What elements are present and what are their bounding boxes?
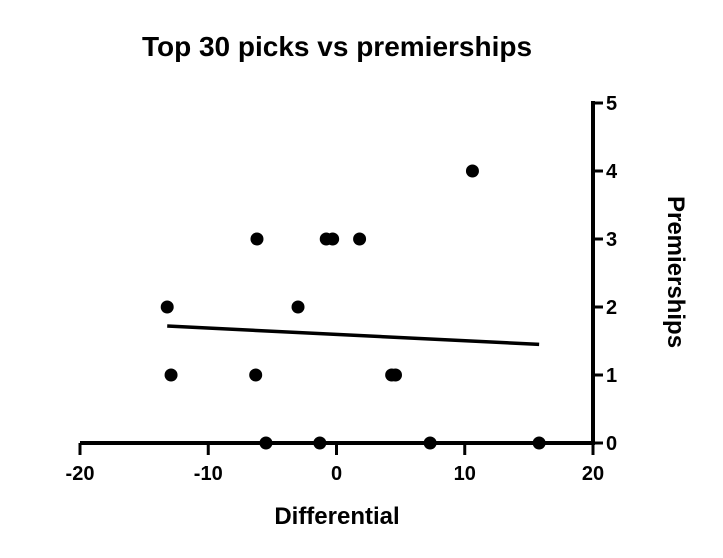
y-tick-label: 2 <box>606 297 617 319</box>
trendline <box>167 324 540 347</box>
data-point <box>423 436 437 450</box>
data-point <box>388 368 402 382</box>
y-tick-label: 0 <box>606 433 617 455</box>
y-tick-label: 4 <box>606 161 618 183</box>
y-tick-label: 3 <box>606 229 617 251</box>
trendline-group <box>167 324 540 347</box>
chart-title: Top 30 picks vs premierships <box>142 31 532 62</box>
x-axis-label: Differential <box>274 503 399 530</box>
data-point <box>164 368 178 382</box>
x-tick-label: 10 <box>454 463 476 485</box>
data-point <box>532 436 546 450</box>
x-tick-label: -10 <box>194 463 223 485</box>
data-point <box>249 368 263 382</box>
y-axis-label: Premierships <box>662 196 689 348</box>
y-axis-ticks: 0 1 2 3 4 5 <box>593 93 618 455</box>
data-points <box>160 164 546 450</box>
y-tick-label: 1 <box>606 365 617 387</box>
x-tick-label: 20 <box>582 463 604 485</box>
x-tick-label: -20 <box>66 463 95 485</box>
data-point <box>353 232 367 246</box>
y-tick-label: 5 <box>606 93 617 115</box>
data-point <box>291 300 305 314</box>
data-point <box>313 436 327 450</box>
axes <box>80 101 595 445</box>
x-tick-label: 0 <box>331 463 342 485</box>
x-axis-ticks: -20 -10 0 10 20 <box>66 443 604 485</box>
data-point <box>160 300 174 314</box>
data-point <box>465 164 479 178</box>
data-point <box>250 232 264 246</box>
data-point <box>259 436 273 450</box>
data-point <box>326 232 340 246</box>
